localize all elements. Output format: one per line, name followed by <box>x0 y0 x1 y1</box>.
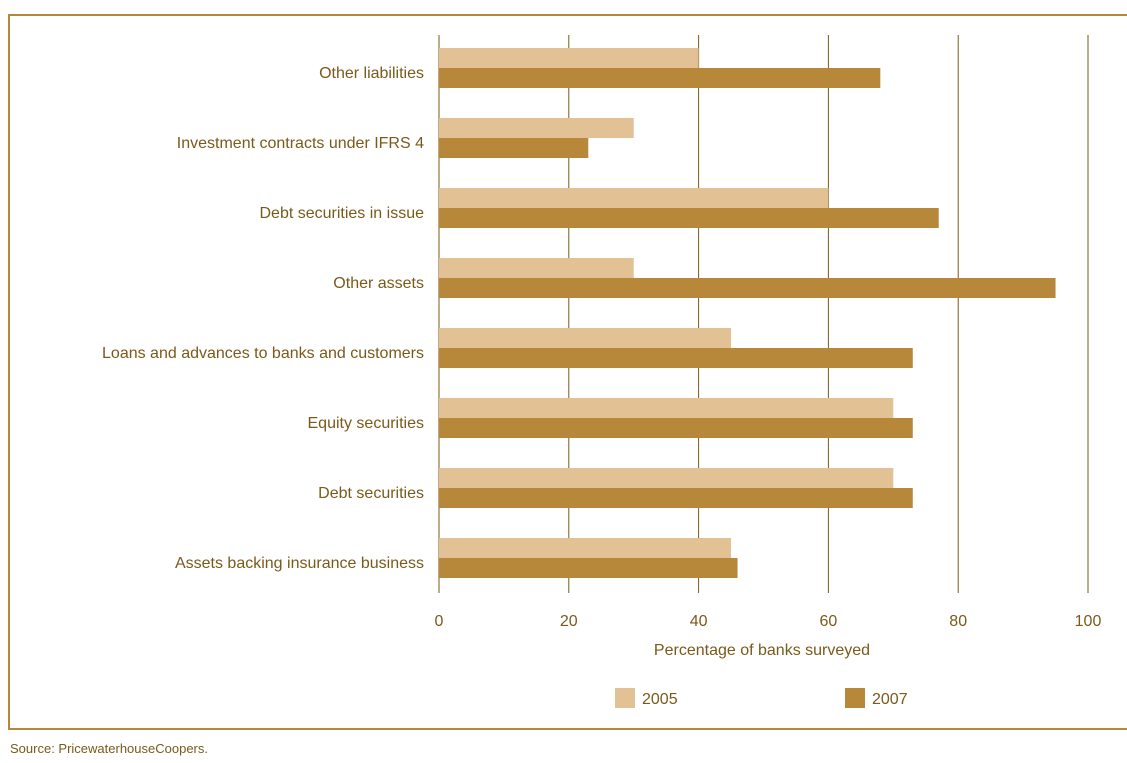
legend-label: 2005 <box>642 691 678 708</box>
bar-2005 <box>439 398 894 418</box>
bar-2005 <box>439 328 732 348</box>
bar-2007 <box>439 138 589 158</box>
tick-label: 80 <box>949 613 967 630</box>
legend: 2005 2007 <box>615 688 908 708</box>
category-labels: Other liabilities Investment contracts un… <box>102 65 424 572</box>
bar-2007 <box>439 68 881 88</box>
category-label: Other assets <box>333 275 424 292</box>
bar-2005 <box>439 538 732 558</box>
category-label: Loans and advances to banks and customer… <box>102 345 424 362</box>
category-label: Equity securities <box>308 415 425 432</box>
source-note: Source: PricewaterhouseCoopers. <box>10 741 208 756</box>
tick-label: 20 <box>560 613 578 630</box>
legend-swatch <box>845 688 865 708</box>
bar-2005 <box>439 118 634 138</box>
x-axis-label: Percentage of banks surveyed <box>654 642 870 659</box>
bar-2005 <box>439 188 829 208</box>
bar-2007 <box>439 208 939 228</box>
tick-label: 0 <box>435 613 444 630</box>
tick-labels: 0 20 40 60 80 100 <box>435 613 1102 630</box>
chart-frame <box>8 14 1127 730</box>
bar-2007 <box>439 558 738 578</box>
tick-label: 40 <box>690 613 708 630</box>
bar-2005 <box>439 258 634 278</box>
tick-label: 60 <box>820 613 838 630</box>
legend-swatch <box>615 688 635 708</box>
legend-label: 2007 <box>872 691 908 708</box>
category-label: Investment contracts under IFRS 4 <box>177 135 424 152</box>
bar-chart: Other liabilities Investment contracts un… <box>102 35 1102 708</box>
category-label: Assets backing insurance business <box>175 555 424 572</box>
category-label: Debt securities <box>318 485 424 502</box>
bar-2007 <box>439 418 913 438</box>
bar-2005 <box>439 48 699 68</box>
bar-2007 <box>439 348 913 368</box>
tick-label: 100 <box>1075 613 1102 630</box>
bar-2007 <box>439 488 913 508</box>
category-label: Debt securities in issue <box>259 205 424 222</box>
bar-2005 <box>439 468 894 488</box>
bars <box>439 48 1056 578</box>
category-label: Other liabilities <box>319 65 424 82</box>
bar-2007 <box>439 278 1056 298</box>
